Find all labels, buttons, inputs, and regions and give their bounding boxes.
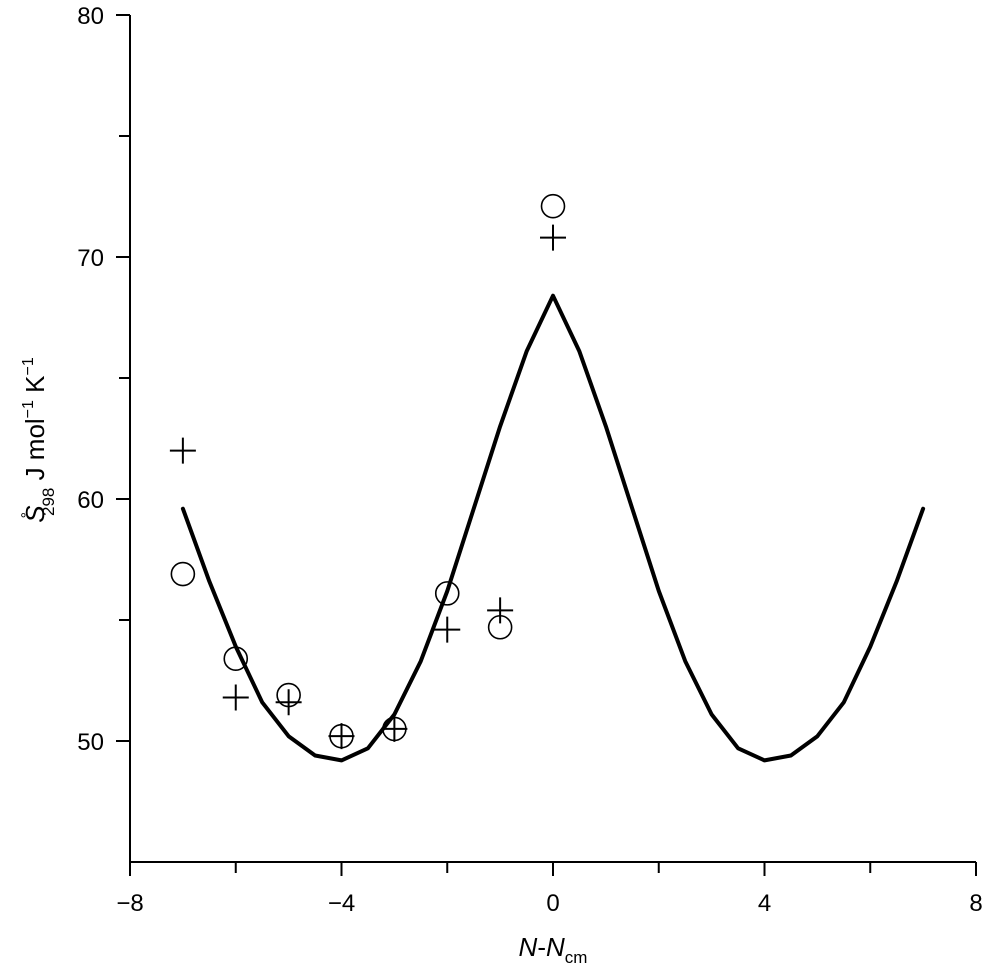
circle-point [434,581,460,606]
x-axis-title: N-Ncm [519,932,588,967]
x-tick-label: −8 [116,890,143,917]
ticks [116,14,977,876]
y-title-sub: 298 [39,488,58,516]
y-tick-label: 50 [77,729,104,756]
plus-point [487,597,514,624]
y-title-exp2: −1 [20,357,37,375]
x-title-dash: - [537,932,546,962]
plus-point [434,616,461,643]
x-tick-label: 4 [758,890,771,917]
y-title-k: K [20,375,50,400]
x-tick-label: 0 [546,890,559,917]
plus-point [328,723,355,750]
tick-labels: −8 −4 0 4 8 50 60 70 80 [77,3,982,917]
y-axis-title: S° 298 J mol−1 K−1 [19,357,58,523]
y-title-degree: ° [19,512,36,518]
circle-point [540,193,566,219]
curve-layer [180,293,926,763]
plus-point [169,437,196,464]
y-tick-label: 70 [77,245,104,272]
x-title-n2: N [546,932,565,962]
y-title-units: J mol [20,418,50,487]
model-curve [180,293,926,763]
points-layer [169,193,566,750]
y-tick-label: 60 [77,487,104,514]
circle-point [223,646,249,672]
y-title-exp1: −1 [20,400,37,418]
plus-point [222,684,249,711]
x-tick-label: −4 [328,890,355,917]
x-title-sub: cm [565,948,588,967]
x-tick-label: 8 [969,890,982,917]
plus-point [381,715,408,742]
y-tick-label: 80 [77,3,104,30]
circle-point [170,561,196,587]
axes [129,15,976,863]
y-title-s: S [20,505,50,523]
plus-point [540,224,566,251]
x-title-n: N [519,932,538,962]
plus-point [275,689,302,716]
